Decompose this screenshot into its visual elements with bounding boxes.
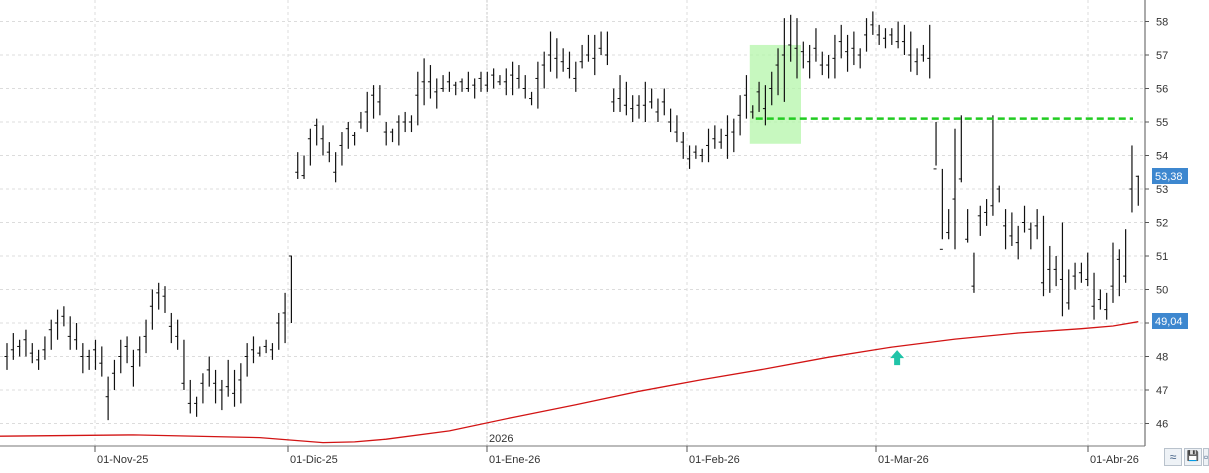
- collapse-button[interactable]: ≈: [1164, 448, 1182, 466]
- y-tick-label: 47: [1156, 385, 1168, 397]
- extra-button[interactable]: ▫: [1203, 448, 1209, 466]
- save-button[interactable]: 💾: [1184, 448, 1202, 466]
- y-tick-label: 52: [1156, 218, 1168, 230]
- up-arrow-icon: [890, 350, 905, 366]
- x-tick-label: 01-Dic-25: [290, 454, 338, 466]
- y-tick-label: 48: [1156, 352, 1168, 364]
- y-tick-label: 58: [1156, 17, 1168, 29]
- x-tick-label: 01-Abr-26: [1090, 454, 1139, 466]
- y-tick-label: 50: [1156, 285, 1168, 297]
- moving-average-line: [0, 321, 1139, 444]
- y-tick-label: 53: [1156, 184, 1168, 196]
- y-tick-label: 55: [1156, 117, 1168, 129]
- ma-value-label: 49,04: [1155, 316, 1183, 328]
- y-axis: 46474849505152535455565758: [1145, 17, 1168, 431]
- price-bars: [4, 11, 1139, 421]
- y-tick-label: 46: [1156, 419, 1168, 431]
- ma-value-badge: 49,04: [1152, 313, 1188, 329]
- y-tick-label: 54: [1156, 151, 1168, 163]
- x-tick-label: 01-Mar-26: [878, 454, 929, 466]
- x-tick-label: 01-Nov-25: [97, 454, 148, 466]
- y-tick-label: 56: [1156, 84, 1168, 96]
- x-tick-label: 01-Feb-26: [689, 454, 740, 466]
- x-tick-label: 01-Ene-26: [489, 454, 540, 466]
- x-axis: 01-Nov-25 01-Dic-25 01-Ene-26 01-Feb-26 01-M…: [94, 446, 1139, 466]
- year-label: 2026: [489, 433, 513, 445]
- last-price-label: 53,38: [1155, 171, 1183, 183]
- y-tick-label: 51: [1156, 251, 1168, 263]
- highlight-zone: [749, 44, 801, 144]
- y-tick-label: 57: [1156, 50, 1168, 62]
- last-price-badge: 53,38: [1152, 168, 1188, 184]
- gridlines: [0, 0, 1145, 446]
